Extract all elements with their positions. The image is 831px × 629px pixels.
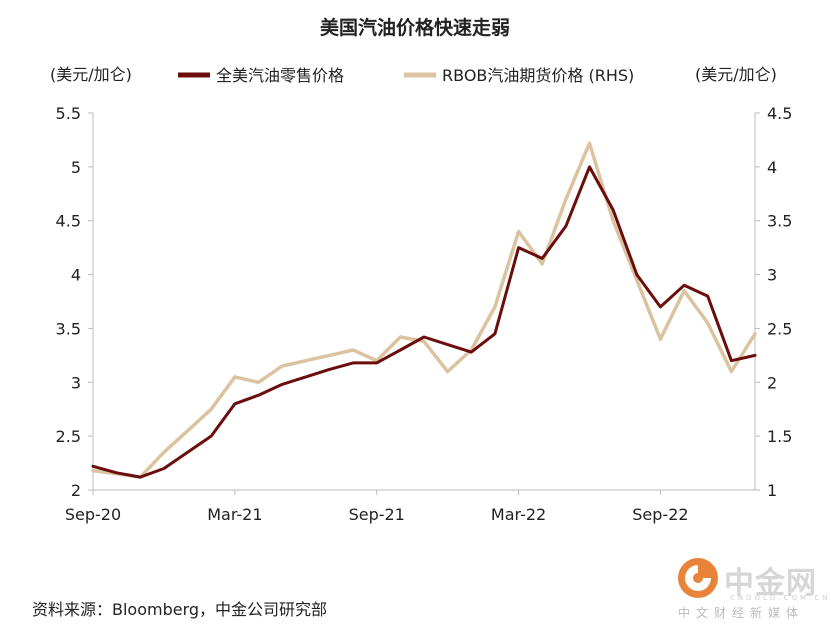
right-tick-label: 2.5 [767, 319, 792, 338]
left-axis-unit: (美元/加仑) [50, 65, 132, 84]
legend-label-retail: 全美汽油零售价格 [216, 66, 344, 85]
right-tick-label: 3 [767, 266, 777, 285]
swirl-logo-icon [678, 558, 718, 598]
left-tick-label: 2 [71, 481, 81, 500]
x-ticks: Sep-20 Mar-21 Sep-21 Mar-22 Sep-22 [65, 490, 689, 524]
source-note: 资料来源：Bloomberg，中金公司研究部 [32, 600, 328, 619]
watermark-main: 中金网 [724, 566, 817, 601]
right-tick-label: 2 [767, 373, 777, 392]
x-tick-label: Sep-22 [632, 505, 688, 524]
chart-title: 美国汽油价格快速走弱 [320, 16, 510, 39]
left-tick-label: 5.5 [56, 104, 81, 123]
watermark-domain: CNGOLD.COM.CN [730, 594, 831, 602]
watermark-tagline: 中文财经新媒体 [678, 606, 805, 620]
x-tick-label: Sep-21 [349, 505, 405, 524]
x-tick-label: Sep-20 [65, 505, 121, 524]
right-tick-label: 4.5 [767, 104, 792, 123]
left-tick-label: 2.5 [56, 427, 81, 446]
right-tick-label: 4 [767, 158, 777, 177]
left-tick-label: 4 [71, 266, 81, 285]
right-tick-label: 3.5 [767, 212, 792, 231]
left-tick-label: 3 [71, 373, 81, 392]
x-tick-label: Mar-21 [207, 505, 262, 524]
series-line-rbob [91, 141, 757, 479]
left-tick-label: 5 [71, 158, 81, 177]
legend-label-rbob: RBOB汽油期货价格 (RHS) [442, 66, 634, 85]
x-tick-label: Mar-22 [491, 505, 546, 524]
right-tick-label: 1.5 [767, 427, 792, 446]
right-y-ticks: 1 1.5 2 2.5 3 3.5 4 4.5 [755, 104, 792, 500]
right-tick-label: 1 [767, 481, 777, 500]
left-y-ticks: 2 2.5 3 3.5 4 4.5 5 5.5 [56, 104, 93, 500]
right-axis-unit: (美元/加仑) [695, 65, 777, 84]
left-tick-label: 3.5 [56, 319, 81, 338]
chart: 美国汽油价格快速走弱 (美元/加仑) (美元/加仑) 全美汽油零售价格 RBOB… [50, 16, 792, 524]
plot-frame [92, 113, 756, 491]
series-line-retail [91, 165, 757, 479]
watermark-logo: 中金网 CNGOLD.COM.CN 中文财经新媒体 [676, 556, 827, 620]
left-tick-label: 4.5 [56, 212, 81, 231]
series-layer [91, 141, 757, 479]
